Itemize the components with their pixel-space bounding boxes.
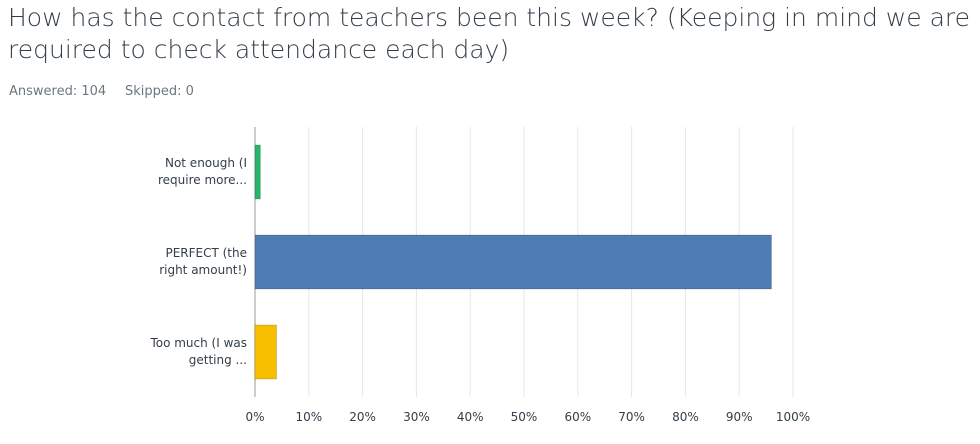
x-tick-label: 40%	[457, 410, 484, 424]
x-tick-label: 90%	[726, 410, 753, 424]
x-tick-label: 20%	[349, 410, 376, 424]
answered-count: Answered: 104	[9, 84, 107, 99]
category-label: Not enough (I require more...	[157, 156, 247, 187]
x-tick-label: 50%	[511, 410, 538, 424]
bar	[254, 234, 772, 290]
bar	[254, 324, 278, 380]
category-label: Too much (I was getting ...	[150, 336, 247, 367]
category-label: PERFECT (the right amount!)	[159, 246, 247, 277]
x-tick-label: 0%	[245, 410, 264, 424]
x-tick-label: 80%	[672, 410, 699, 424]
x-tick-label: 10%	[295, 410, 322, 424]
skipped-count: Skipped: 0	[125, 84, 194, 99]
x-tick-label: 100%	[776, 410, 810, 424]
bar	[254, 144, 261, 200]
question-title: How has the contact from teachers been t…	[8, 3, 971, 64]
x-tick-label: 60%	[564, 410, 591, 424]
x-tick-label: 30%	[403, 410, 430, 424]
x-tick-label: 70%	[618, 410, 645, 424]
